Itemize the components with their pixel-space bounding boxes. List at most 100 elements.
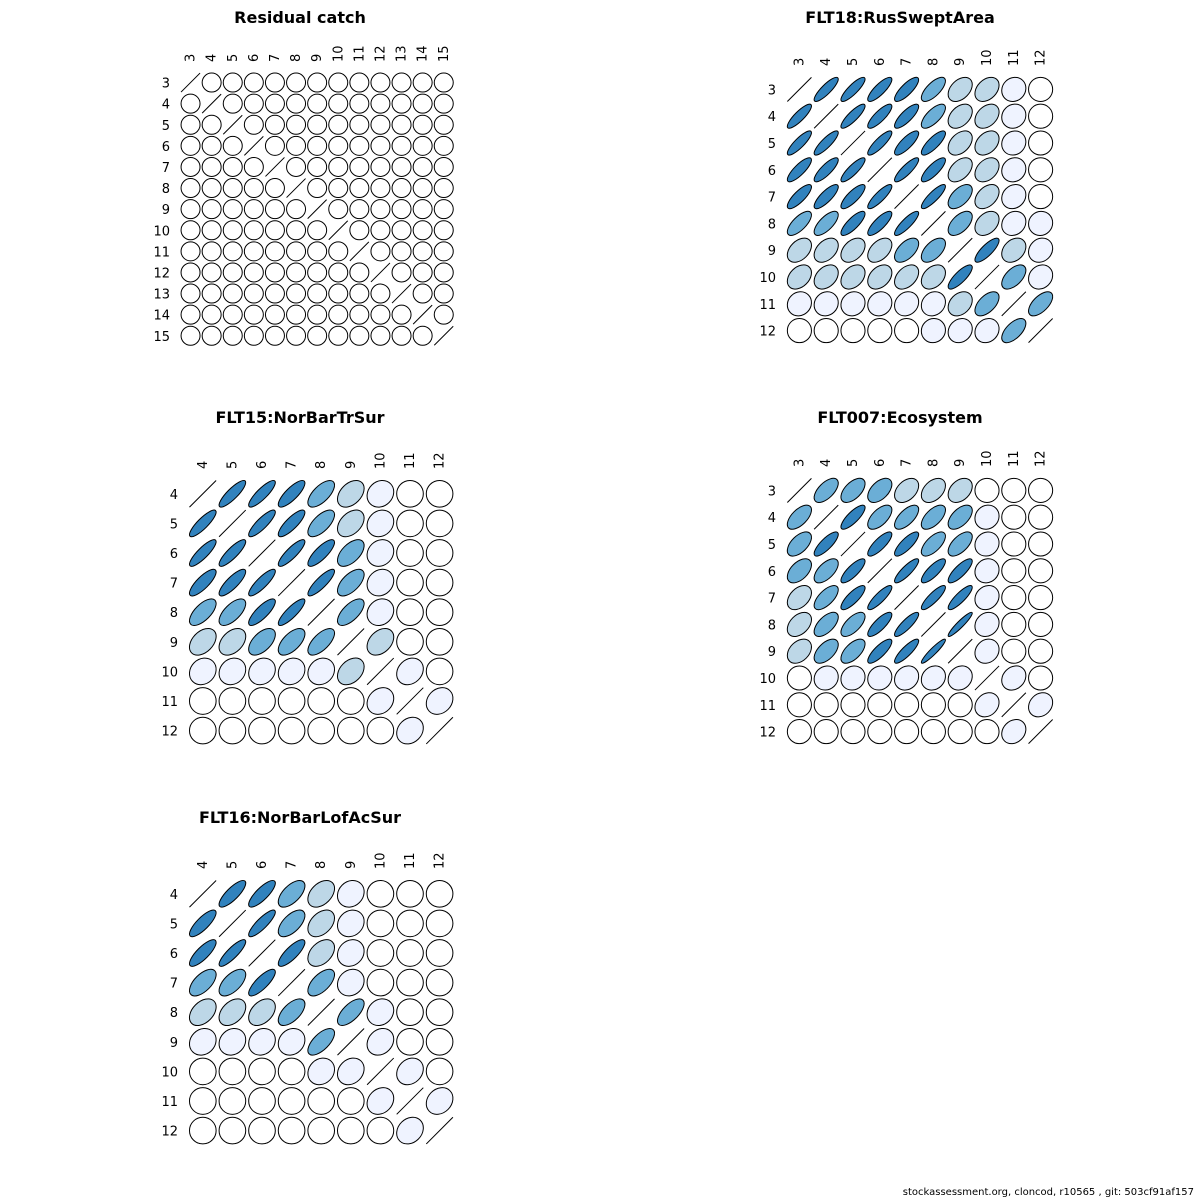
row-label: 4 [170,888,178,903]
corr-ellipse [328,199,349,220]
corr-ellipse [391,93,412,114]
row-label: 12 [759,325,776,340]
corr-ellipse [366,479,395,508]
corr-ellipse [248,598,276,627]
row-label: 4 [162,98,170,113]
diagonal-line [277,568,306,597]
corr-ellipse [366,939,395,967]
diagonal-line [813,504,839,530]
corr-ellipse [974,103,1000,129]
col-label: 8 [314,461,329,469]
corr-ellipse [277,509,306,538]
corr-ellipse [307,879,336,908]
corr-ellipse [328,262,349,283]
corr-ellipse [370,135,391,156]
corr-ellipse [336,479,365,508]
corr-ellipse [867,611,893,637]
row-label: 12 [153,266,170,281]
corr-ellipse [366,598,395,627]
corr-ellipse [286,241,307,262]
corr-ellipse [867,719,893,745]
corr-ellipse [366,509,395,538]
row-label: 5 [768,137,776,152]
corr-ellipse [1028,237,1054,263]
col-label: 7 [268,54,283,62]
corr-ellipse [336,687,365,715]
corr-ellipse [391,241,412,262]
corr-ellipse [243,156,264,177]
corr-ellipse [920,184,946,210]
corr-ellipse [840,692,866,718]
corr-ellipse [222,72,243,93]
corr-ellipse [264,325,285,346]
corr-ellipse [786,531,812,557]
corr-ellipse [920,237,946,263]
corr-ellipse [1001,237,1027,263]
diagonal-line [189,880,217,908]
corr-ellipse [786,692,812,718]
col-label: 7 [900,459,915,467]
corr-ellipse [867,531,893,557]
corr-ellipse [813,665,839,691]
corr-ellipse [840,585,866,611]
corr-ellipse [840,210,866,236]
corr-ellipse [201,156,222,177]
corr-ellipse [264,304,285,325]
corr-ellipse [396,598,424,627]
corr-ellipse [867,477,893,503]
corr-ellipse [307,627,336,656]
corr-ellipse [188,509,217,538]
corr-ellipse [433,135,454,156]
diagonal-line [307,598,335,626]
corr-ellipse [349,220,370,241]
corr-ellipse [396,1057,424,1086]
corr-ellipse [336,657,365,686]
col-label: 3 [792,459,807,467]
col-label: 13 [395,45,410,62]
col-label: 4 [196,461,211,469]
corr-ellipse [433,199,454,220]
col-label: 6 [873,459,888,467]
corr-ellipse [307,241,328,262]
corr-ellipse [947,291,973,317]
corr-ellipse [286,93,307,114]
diagonal-line [425,1116,454,1145]
row-label: 11 [161,1095,178,1110]
diagonal-line [277,968,306,997]
corr-ellipse [894,477,920,503]
diagonal-line [286,178,306,198]
corr-ellipse [201,72,222,93]
corr-ellipse [813,558,839,584]
corr-ellipse [307,72,328,93]
corr-ellipse [1001,157,1027,183]
corr-ellipse [264,72,285,93]
col-label: 14 [416,45,431,62]
col-label: 9 [344,461,359,469]
row-label: 8 [170,606,178,621]
corr-ellipse [840,76,866,102]
corr-ellipse [396,627,424,656]
diagonal-line [337,628,365,656]
diagonal-line [920,210,946,236]
corr-ellipse [396,568,424,597]
corr-ellipse [222,262,243,283]
corr-ellipse [786,237,812,263]
row-label: 11 [153,245,170,260]
corr-ellipse [248,716,276,745]
corr-ellipse [396,509,424,538]
corr-ellipse [248,509,276,538]
corr-ellipse [840,638,866,664]
corr-ellipse [277,998,306,1027]
corr-ellipse [920,638,946,664]
corr-ellipse [894,611,920,637]
corr-ellipse [222,220,243,241]
corr-ellipse [920,318,946,344]
corr-ellipse [366,687,395,715]
corr-ellipse [307,716,336,745]
corr-ellipse [412,156,433,177]
corr-ellipse [349,304,370,325]
corr-ellipse [349,156,370,177]
corr-panel: FLT18:RusSweptArea 3 4 5 6 7 8 9 10 11 12 3 4 5 6 7 8 9 10… [759,8,1054,344]
corr-ellipse [947,719,973,745]
